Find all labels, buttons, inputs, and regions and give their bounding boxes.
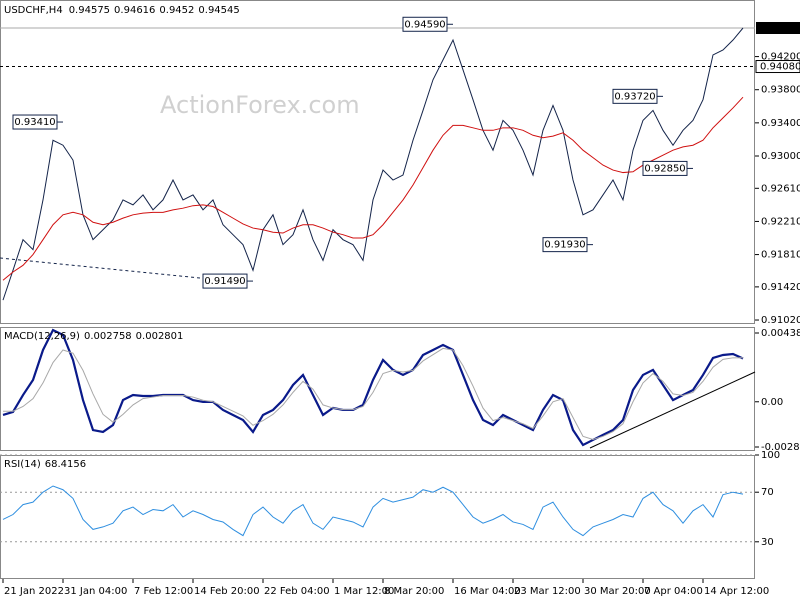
x-tick-label: 7 Apr 04:00	[644, 586, 703, 597]
rsi-title: RSI(14)	[4, 459, 41, 470]
annotation-box	[12, 114, 58, 130]
series-line	[3, 347, 744, 440]
price-box	[756, 22, 800, 35]
x-tick-label: 8 Mar 20:00	[384, 586, 444, 597]
annotation-box	[402, 16, 448, 32]
close: 0.94545	[198, 5, 239, 16]
symbol: USDCHF,H4	[4, 5, 63, 16]
series-line	[2, 27, 744, 301]
y-tick-label: 0.91020	[761, 315, 800, 326]
macd-last: 0.002758	[84, 331, 132, 342]
x-tick-label: 22 Feb 04:00	[264, 586, 330, 597]
level-label: 0.94080	[760, 62, 800, 73]
y-tick-label: -0.002881	[761, 442, 800, 453]
y-tick-label: 0.93000	[761, 151, 800, 162]
low: 0.9452	[159, 5, 194, 16]
annotation-label: 0.94590	[404, 19, 445, 30]
x-tick-label: 21 Jan 2022	[4, 586, 64, 597]
annotation-label: 0.91930	[544, 240, 585, 251]
annotation-label: 0.92850	[644, 163, 685, 174]
annotation-box	[542, 237, 588, 253]
price-label: 0.94545	[760, 23, 800, 34]
price-panel	[0, 0, 755, 324]
open: 0.94575	[69, 5, 110, 16]
macd-panel	[0, 327, 755, 451]
y-tick-label: 100	[761, 450, 780, 461]
x-tick-label: 7 Feb 12:00	[134, 586, 193, 597]
annotation-box	[642, 160, 688, 176]
y-tick-label: 0.004381	[761, 328, 800, 339]
y-tick-label: 0.00	[761, 397, 783, 408]
x-tick-label: 14 Feb 20:00	[194, 586, 260, 597]
series-line	[2, 485, 744, 537]
y-tick-label: 0.93400	[761, 118, 800, 129]
y-tick-label: 0.91810	[761, 250, 800, 261]
rsi-header: RSI(14) 68.4156	[4, 459, 86, 470]
x-tick-label: 16 Mar 04:00	[454, 586, 521, 597]
series-line	[2, 328, 744, 447]
y-tick-label: 70	[761, 487, 774, 498]
x-tick-label: 14 Apr 12:00	[704, 586, 769, 597]
y-tick-label: 0.93800	[761, 85, 800, 96]
annotation-label: 0.93720	[614, 91, 655, 102]
x-tick-label: 30 Mar 20:00	[584, 586, 651, 597]
x-tick-label: 31 Jan 04:00	[64, 586, 127, 597]
annotation-box	[202, 273, 248, 289]
x-tick-label: 23 Mar 12:00	[514, 586, 581, 597]
y-tick-label: 0.92210	[761, 216, 800, 227]
y-tick-label: 0.91420	[761, 282, 800, 293]
macd-header: MACD(12,26,9) 0.002758 0.002801	[4, 331, 183, 342]
series-line	[2, 96, 744, 281]
y-tick-label: 0.92610	[761, 183, 800, 194]
trend-line	[589, 371, 756, 449]
high: 0.94616	[114, 5, 155, 16]
y-tick-label: 30	[761, 537, 774, 548]
rsi-panel	[0, 455, 755, 579]
macd-title: MACD(12,26,9)	[4, 331, 80, 342]
x-tick-label: 1 Mar 12:00	[334, 586, 394, 597]
watermark: ActionForex.com	[160, 91, 360, 119]
annotation-box	[612, 88, 658, 104]
y-tick-label: 0.94200	[761, 52, 800, 63]
annotation-label: 0.91490	[204, 276, 245, 287]
rsi-last: 68.4156	[45, 459, 86, 470]
price-header: USDCHF,H4 0.94575 0.94616 0.9452 0.94545	[4, 5, 240, 16]
signal-last: 0.002801	[136, 331, 184, 342]
annotation-label: 0.93410	[14, 117, 55, 128]
level-box	[755, 60, 800, 74]
